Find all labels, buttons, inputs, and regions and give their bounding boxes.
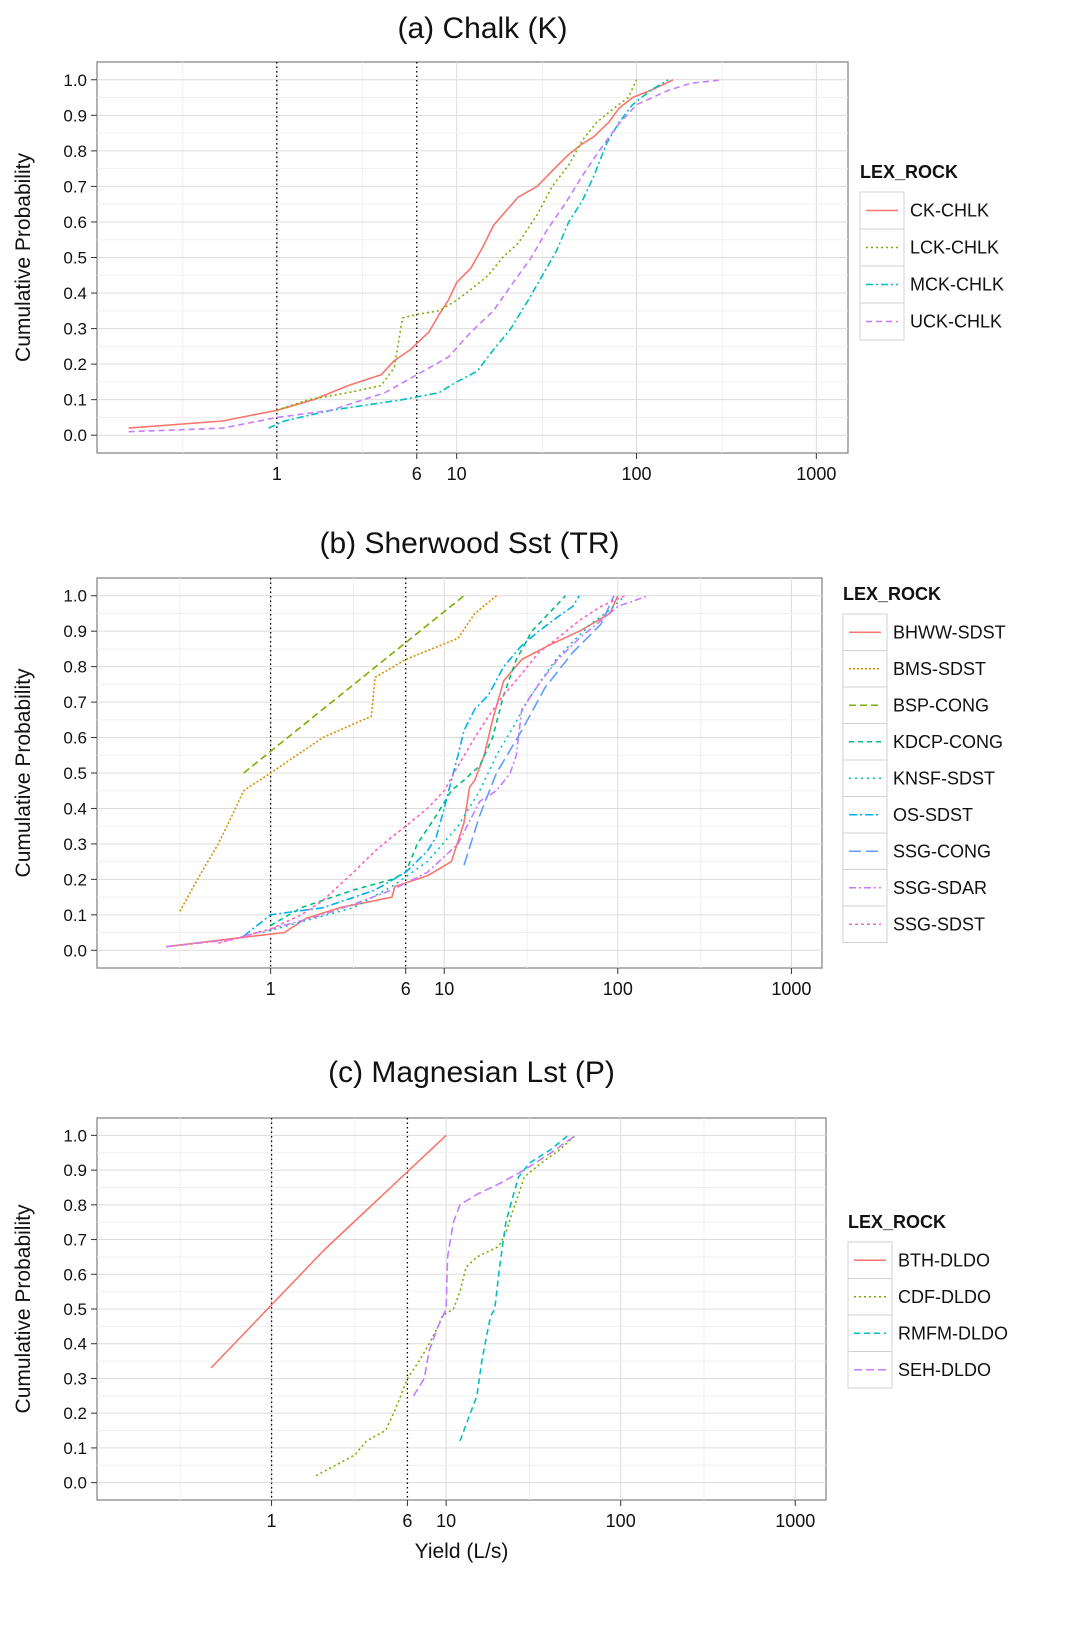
y-tick-label: 0.9 (63, 1161, 87, 1180)
series-line-knsf-sdst (262, 595, 626, 934)
legend-label: RMFM-DLDO (898, 1323, 1008, 1343)
y-tick-label: 0.8 (63, 1196, 87, 1215)
legend-label: BTH-DLDO (898, 1250, 990, 1270)
y-tick-label: 0.4 (63, 799, 87, 818)
legend-label: SSG-CONG (893, 841, 991, 861)
y-tick-label: 0.7 (63, 693, 87, 712)
x-tick-label: 100 (606, 1511, 636, 1531)
chart-panel-1: (a) Chalk (K) 0.0 0.1 0.2 0.3 0.4 0.5 0.6 0.7 0.8… (12, 12, 1004, 484)
series-line-bsp-cong (243, 595, 465, 774)
y-tick-label: 0.9 (63, 622, 87, 641)
y-tick-label: 1.0 (63, 71, 87, 90)
x-tick-label: 10 (436, 1511, 456, 1531)
legend-title: LEX_ROCK (843, 584, 941, 604)
x-tick-label: 10 (447, 464, 467, 484)
series-line-seh-dldo (412, 1134, 576, 1397)
legend-label: CDF-DLDO (898, 1287, 991, 1307)
x-tick-label: 6 (412, 464, 422, 484)
chart-title: (b) Sherwood Sst (TR) (319, 527, 619, 560)
x-tick-label: 10 (434, 979, 454, 999)
y-tick-label: 1.0 (63, 1126, 87, 1145)
x-tick-label: 6 (402, 1511, 412, 1531)
legend-label: SSG-SDAR (893, 878, 987, 898)
legend-label: KDCP-CONG (893, 732, 1003, 752)
x-tick-label: 1 (266, 979, 276, 999)
chart-title: (c) Magnesian Lst (P) (328, 1056, 615, 1089)
y-tick-label: 0.0 (63, 1474, 87, 1493)
x-tick-label: 1000 (796, 464, 836, 484)
legend-title: LEX_ROCK (848, 1212, 946, 1232)
legend-label: BHWW-SDST (893, 622, 1006, 642)
y-tick-label: 0.1 (63, 1439, 87, 1458)
legend: LEX_ROCK BTH-DLDO CDF-DLDO RMFM-DLDO SEH-DLD… (847, 1212, 1008, 1389)
y-tick-label: 0.6 (63, 213, 87, 232)
y-tick-label: 0.0 (63, 426, 87, 445)
y-axis-label: Cumulative Probability (12, 153, 35, 362)
series-line-ssg-cong (463, 595, 615, 866)
x-axis-label: Yield (L/s) (415, 1540, 509, 1563)
y-tick-label: 0.7 (63, 1231, 87, 1250)
y-tick-label: 0.3 (63, 1369, 87, 1388)
y-tick-label: 0.2 (63, 1404, 87, 1423)
x-tick-label: 1000 (775, 1511, 815, 1531)
y-tick-label: 0.4 (63, 284, 87, 303)
series-line-bth-dldo (210, 1134, 447, 1369)
y-tick-label: 0.3 (63, 835, 87, 854)
legend: LEX_ROCK CK-CHLK LCK-CHLK MCK-CHLK UCK-CHLK (859, 162, 1004, 341)
y-tick-label: 0.4 (63, 1335, 87, 1354)
y-tick-label: 0.5 (63, 764, 87, 783)
y-tick-label: 0.9 (63, 106, 87, 125)
y-tick-label: 0.2 (63, 870, 87, 889)
legend-label: SEH-DLDO (898, 1360, 991, 1380)
y-tick-label: 1.0 (63, 587, 87, 606)
y-tick-label: 0.7 (63, 177, 87, 196)
x-tick-label: 1 (267, 1511, 277, 1531)
legend-label: MCK-CHLK (910, 275, 1004, 295)
x-tick-label: 100 (603, 979, 633, 999)
legend-label: OS-SDST (893, 805, 973, 825)
y-tick-label: 0.5 (63, 1300, 87, 1319)
series-line-cdf-dldo (315, 1134, 576, 1477)
y-tick-label: 0.6 (63, 1265, 87, 1284)
y-tick-label: 0.8 (63, 658, 87, 677)
legend: LEX_ROCK BHWW-SDST BMS-SDST BSP-CONG KDCP-CO… (842, 584, 1006, 943)
legend-label: UCK-CHLK (910, 312, 1002, 332)
y-axis-label: Cumulative Probability (12, 1204, 35, 1413)
legend-label: CK-CHLK (910, 201, 989, 221)
chart-title: (a) Chalk (K) (397, 12, 567, 45)
x-tick-label: 1000 (771, 979, 811, 999)
y-tick-label: 0.8 (63, 142, 87, 161)
y-tick-label: 0.6 (63, 729, 87, 748)
series-line-uck-chlk (128, 79, 723, 433)
y-tick-label: 0.5 (63, 249, 87, 268)
legend-label: BMS-SDST (893, 659, 986, 679)
legend-title: LEX_ROCK (860, 162, 958, 182)
x-tick-label: 100 (621, 464, 651, 484)
series-line-ssg-sdst (218, 594, 626, 944)
legend-label: KNSF-SDST (893, 768, 995, 788)
chart-panel-3: (c) Magnesian Lst (P) 0.0 0.1 0.2 0.3 0.4 0.5 0… (12, 1056, 1008, 1563)
legend-label: SSG-SDST (893, 914, 985, 934)
series-line-bms-sdst (179, 595, 498, 912)
series-line-bhww-sdst (166, 595, 619, 948)
series-line-mck-chlk (268, 79, 669, 429)
series-line-ck-chlk (128, 79, 674, 429)
legend-label: BSP-CONG (893, 695, 989, 715)
legend-label: LCK-CHLK (910, 238, 999, 258)
series-line-os-sdst (243, 595, 580, 937)
y-tick-label: 0.1 (63, 391, 87, 410)
x-tick-label: 6 (401, 979, 411, 999)
series-line-ssg-sdar (166, 594, 649, 948)
y-tick-label: 0.3 (63, 320, 87, 339)
y-tick-label: 0.2 (63, 355, 87, 374)
chart-panel-2: (b) Sherwood Sst (TR) 0.0 0.1 0.2 0.3 0.4 0.5 0… (12, 527, 1006, 999)
y-tick-label: 0.0 (63, 941, 87, 960)
y-tick-label: 0.1 (63, 906, 87, 925)
y-axis-label: Cumulative Probability (12, 668, 35, 877)
series-line-kdcp-cong (270, 595, 567, 927)
x-tick-label: 1 (272, 464, 282, 484)
